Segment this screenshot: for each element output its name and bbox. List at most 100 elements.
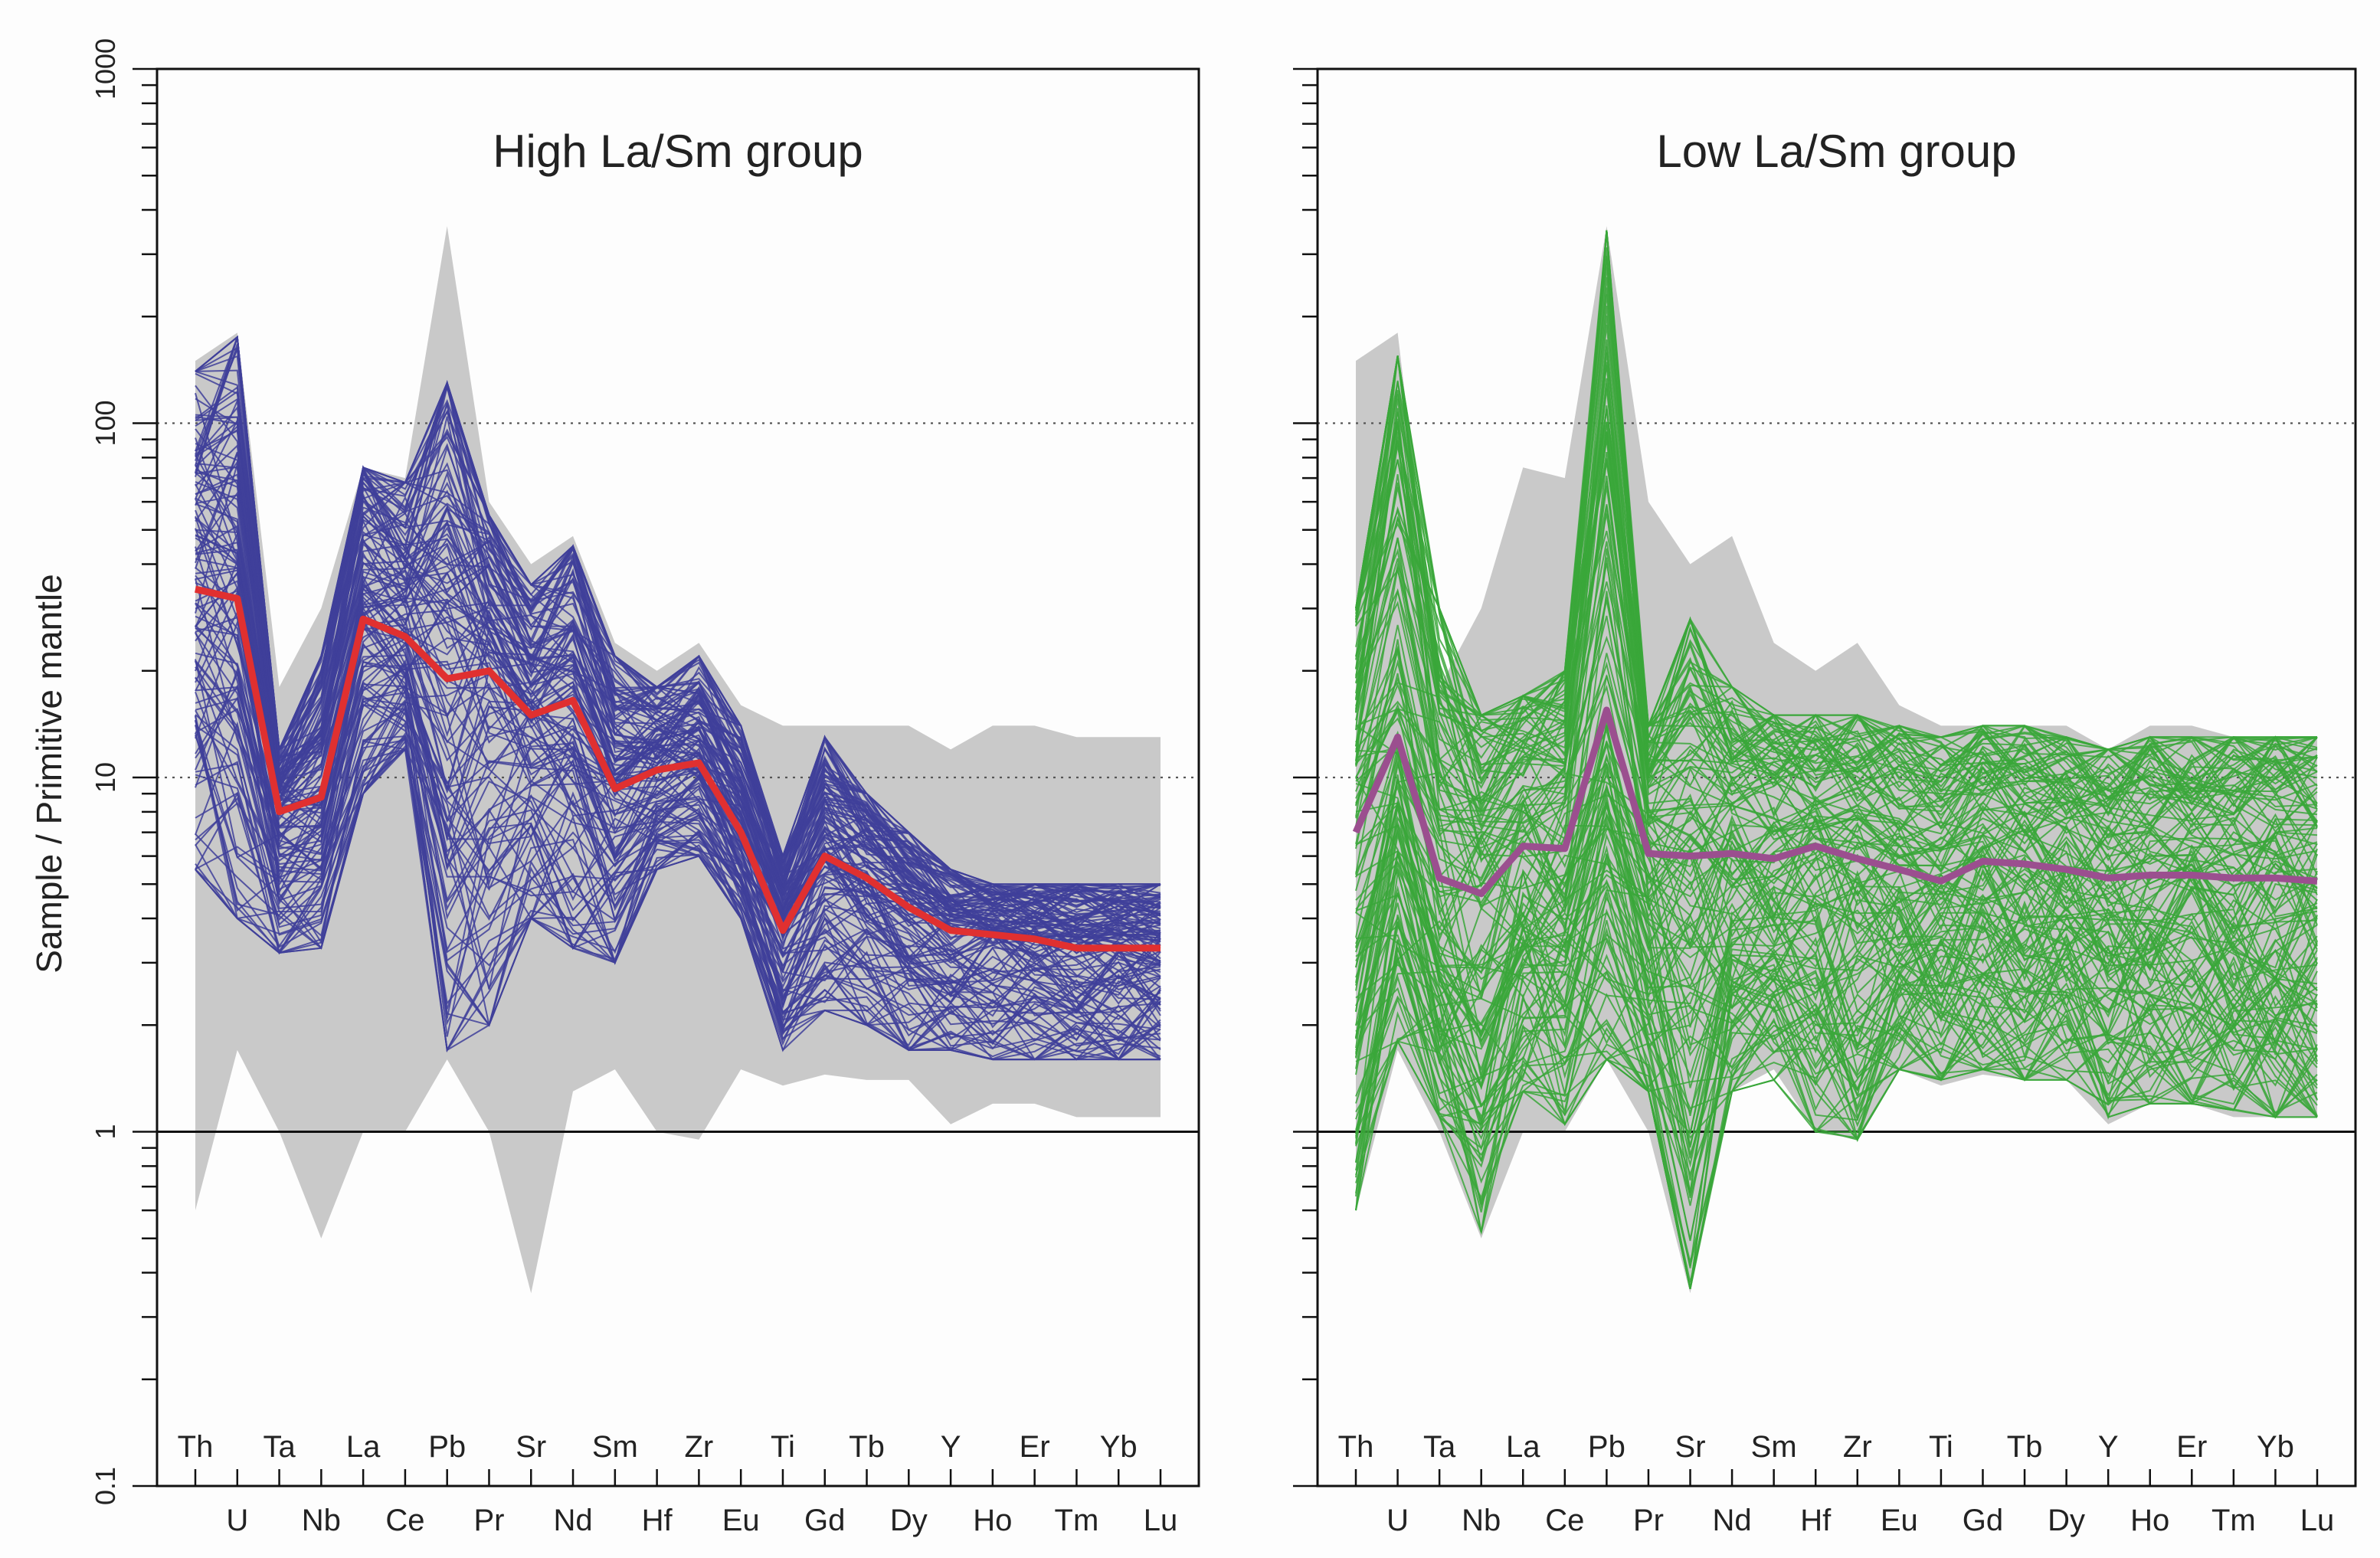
sample-curve [195,661,1161,1037]
sample-curve [1355,892,2318,1197]
sample-curve [1355,548,2318,948]
median-series-line [195,585,1161,952]
sample-curve [195,517,1161,936]
sample-curve [195,633,1161,996]
x-tick-label-Zr: Zr [1843,1430,1872,1464]
sample-curve [1355,764,2318,1124]
sample-curve [1355,255,2318,814]
sample-curve [195,715,1161,1053]
x-tick-label-U: U [1386,1504,1409,1537]
sample-curve [1355,725,2318,1000]
sample-curve [1355,981,2318,1213]
x-tick-label-Hf: Hf [642,1504,673,1537]
sample-curve [195,535,1161,970]
chart-panel-1: 0.1 1 10 100 1000 Th U Ta Nb La Ce Pb Pr Sr Nd Sm Hf Zr Eu… [90,38,1200,1537]
sample-curve [1355,954,2317,1183]
x-tick-label-Ta: Ta [263,1430,296,1464]
x-tick-label-Ce: Ce [385,1504,424,1537]
sample-curve [1355,362,2318,851]
sample-curve [1355,845,2318,1242]
sample-curve [195,610,1161,993]
sample-curve [195,719,1161,1061]
sample-curve [1355,324,2318,833]
x-tick-label-Ho: Ho [973,1504,1012,1537]
x-tick-label-U: U [226,1504,248,1537]
y-axis-label: Sample / Primitive mantle [29,574,69,974]
x-tick-label-Ho: Ho [2130,1504,2169,1537]
x-tick-label-Tm: Tm [1055,1504,1099,1537]
x-tick-label-Sr: Sr [1675,1430,1706,1464]
x-tick-label-Nd: Nd [553,1504,592,1537]
sample-curve [1355,987,2318,1283]
sample-curve [1355,591,2318,966]
x-tick-label-Pb: Pb [428,1430,466,1464]
x-tick-label-Pr: Pr [473,1504,504,1537]
x-tick-label-Lu: Lu [2300,1504,2335,1537]
sample-curve [1355,754,2318,1090]
x-tick-label-La: La [1506,1430,1540,1464]
x-tick-label-Zr: Zr [685,1430,714,1464]
sample-curve [195,335,1161,897]
x-tick-label-Ti: Ti [1929,1430,1953,1464]
panel-title: Low La/Sm group [1656,126,2016,177]
sample-curve [1355,266,2318,823]
y-tick-label: 0.1 [90,1467,121,1505]
x-tick-label-Eu: Eu [1881,1504,1918,1537]
sample-curve [195,672,1161,1061]
sample-curve [1355,782,2318,1181]
sample-curve [1355,339,2318,835]
x-tick-label-Er: Er [2176,1430,2207,1464]
sample-curve [1355,984,2318,1289]
y-tick-label: 1 [90,1124,121,1139]
x-tick-label-Tm: Tm [2211,1504,2256,1537]
x-tick-label-Sm: Sm [1751,1430,1797,1464]
sample-curve [1355,639,2318,943]
panel-title: High La/Sm group [493,126,863,177]
sample-curve [1355,872,2318,1289]
sample-curve [1355,394,2318,821]
sample-curve [195,454,1161,924]
sample-curve [1355,786,2318,1026]
x-tick-label-Th: Th [1338,1430,1374,1464]
sample-curve [195,583,1161,985]
sample-curve [1355,277,2318,798]
sample-curve [195,428,1161,928]
sample-curve [195,574,1161,948]
x-tick-label-Nd: Nd [1713,1504,1752,1537]
sample-curve [195,691,1161,1061]
sample-curve [195,676,1161,1041]
sample-curve [1355,230,2318,813]
x-tick-label-Sr: Sr [516,1430,546,1464]
x-tick-label-Hf: Hf [1800,1504,1832,1537]
sample-curve [195,715,1161,1052]
x-tick-label-Nb: Nb [1462,1504,1501,1537]
x-tick-label-Th: Th [178,1430,214,1464]
chart-panel-2: Th U Ta Nb La Ce Pb Pr Sr Nd Sm Hf Zr Eu Ti Gd Tb Dy Y Ho Er… [1293,67,2357,1537]
y-tick-label: 100 [90,400,121,446]
sample-curve [195,398,1161,925]
sample-curve [1355,785,2318,1039]
sample-curve [1355,870,2318,1040]
x-tick-label-Sm: Sm [592,1430,638,1464]
sample-curve [1355,939,2318,1289]
sample-curve [195,494,1161,941]
x-tick-label-Yb: Yb [1100,1430,1138,1464]
sample-curve [1355,383,2318,830]
x-tick-label-Tb: Tb [849,1430,885,1464]
sample-curve [1355,902,2318,1198]
sample-curve [1355,378,2318,830]
sample-curve [1355,813,2318,1092]
sample-curve [195,347,1161,925]
sample-curve [195,589,1161,984]
sample-curve [1355,728,2318,979]
x-tick-label-Pb: Pb [1588,1430,1625,1464]
sample-curve [195,602,1161,1020]
x-tick-label-Y: Y [2098,1430,2119,1464]
sample-curve [195,643,1161,1006]
x-tick-label-Nb: Nb [302,1504,341,1537]
sample-curve [1355,892,2318,1193]
x-tick-label-Gd: Gd [804,1504,845,1537]
sample-curve [1355,927,2318,1134]
sample-curve [1355,849,2318,1268]
